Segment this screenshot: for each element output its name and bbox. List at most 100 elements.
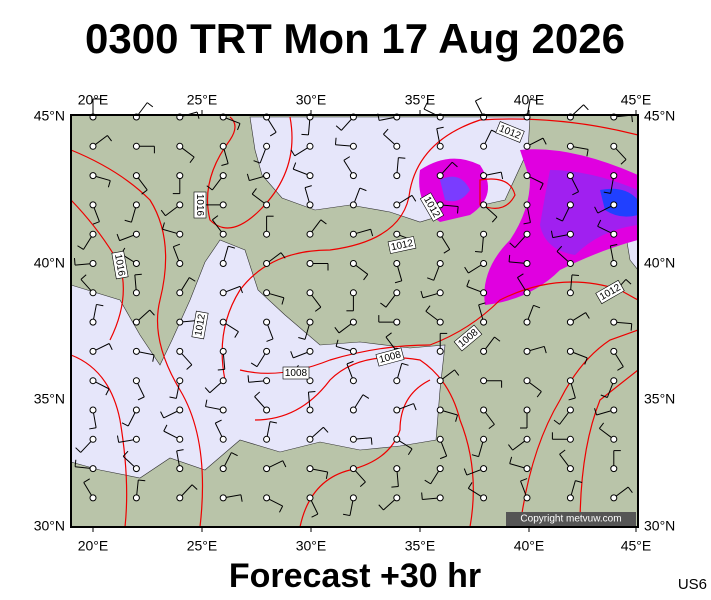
barb-flag — [231, 452, 238, 457]
barb-flag — [186, 364, 193, 370]
barb-flag — [421, 492, 423, 500]
barb-station — [393, 142, 401, 150]
barb-flag — [424, 479, 431, 485]
barb-station — [349, 260, 357, 267]
barb-flag — [73, 258, 76, 266]
barb-flag — [597, 219, 602, 227]
barb-station — [306, 172, 314, 180]
barb-station — [219, 230, 227, 238]
barb-flag — [478, 302, 486, 306]
barb-station — [480, 289, 488, 297]
barb-station — [306, 347, 314, 355]
barb-flag — [451, 161, 458, 168]
lon-label-bottom: 25°E — [187, 538, 218, 554]
barb-station — [263, 347, 271, 355]
barb-flag — [411, 195, 417, 202]
barb-station — [306, 142, 314, 150]
barb-station — [566, 201, 574, 209]
barb-flag — [160, 411, 165, 419]
barb-station — [89, 230, 97, 238]
barb-flag — [240, 494, 243, 502]
lon-label-bottom: 40°E — [514, 538, 545, 554]
barb-flag — [586, 149, 589, 157]
barb-flag — [625, 279, 632, 285]
isobar-label-text: 1012 — [390, 238, 414, 253]
lat-label-right: 45°N — [644, 108, 675, 124]
barb-flag — [105, 388, 110, 396]
barb-flag — [407, 448, 413, 456]
barb-station — [176, 230, 184, 238]
barb-flag — [508, 254, 511, 262]
barb-flag — [463, 468, 468, 476]
barb-station — [219, 435, 227, 443]
barb-station — [480, 435, 488, 443]
barb-station — [523, 230, 531, 238]
barb-station — [393, 260, 401, 267]
barb-station — [480, 377, 488, 385]
barb-station — [132, 260, 140, 267]
barb-station — [480, 142, 488, 150]
barb-flag — [77, 245, 84, 250]
barb-station — [219, 260, 227, 267]
copyright-box — [506, 512, 636, 526]
barb-flag — [335, 125, 342, 131]
barb-flag — [627, 486, 633, 493]
barb-flag — [282, 460, 287, 468]
barb-flag — [266, 338, 274, 342]
barb-station — [89, 318, 97, 326]
barb-flag — [533, 304, 541, 309]
barb-flag — [189, 156, 195, 164]
barb-station — [349, 494, 357, 502]
barb-station — [523, 435, 531, 443]
barb-station — [306, 260, 314, 267]
barb-flag — [550, 230, 554, 238]
barb-station — [306, 230, 314, 238]
barb-flag — [254, 391, 261, 397]
barb-station — [610, 318, 618, 326]
barb-flag — [212, 215, 219, 221]
barb-station — [566, 318, 574, 326]
barb-flag — [423, 102, 428, 110]
barb-station — [523, 347, 531, 355]
barb-flag — [610, 244, 618, 247]
barb-station — [89, 201, 97, 209]
barb-station — [436, 435, 444, 443]
barb-station — [393, 465, 401, 473]
barb-flag — [162, 222, 165, 230]
barb-station — [393, 289, 401, 297]
barb-flag — [189, 277, 196, 282]
barb-station — [523, 260, 531, 267]
barb-station — [393, 494, 401, 502]
barb-flag — [575, 480, 583, 484]
barb-station — [436, 289, 444, 297]
barb-station — [263, 465, 271, 473]
lon-label-bottom: 30°E — [296, 538, 327, 554]
barb-station — [349, 465, 357, 473]
barb-station — [306, 318, 314, 326]
isobar-label-text: 1008 — [285, 368, 308, 379]
isobar-label-box — [375, 347, 405, 367]
map-frame — [70, 114, 639, 528]
barb-station — [349, 230, 357, 238]
barb-flag — [124, 219, 132, 223]
barb-flag — [425, 305, 431, 312]
barb-station — [306, 494, 314, 502]
barb-flag — [630, 323, 633, 331]
barb-flag — [108, 343, 113, 351]
barb-station — [219, 465, 227, 473]
barb-station — [219, 172, 227, 180]
barb-station — [219, 201, 227, 209]
barb-flag — [583, 104, 589, 111]
lat-label-right: 30°N — [644, 518, 675, 534]
barb-station — [566, 260, 574, 267]
barb-flag — [169, 396, 177, 399]
barb-flag — [228, 245, 236, 249]
barb-station — [263, 201, 271, 209]
lat-label-left: 30°N — [34, 518, 65, 534]
barb-flag — [343, 156, 351, 161]
barb-flag — [494, 336, 501, 342]
barb-station — [436, 318, 444, 326]
barb-station — [89, 260, 97, 267]
barb-station — [263, 318, 271, 326]
barb-station — [566, 377, 574, 385]
